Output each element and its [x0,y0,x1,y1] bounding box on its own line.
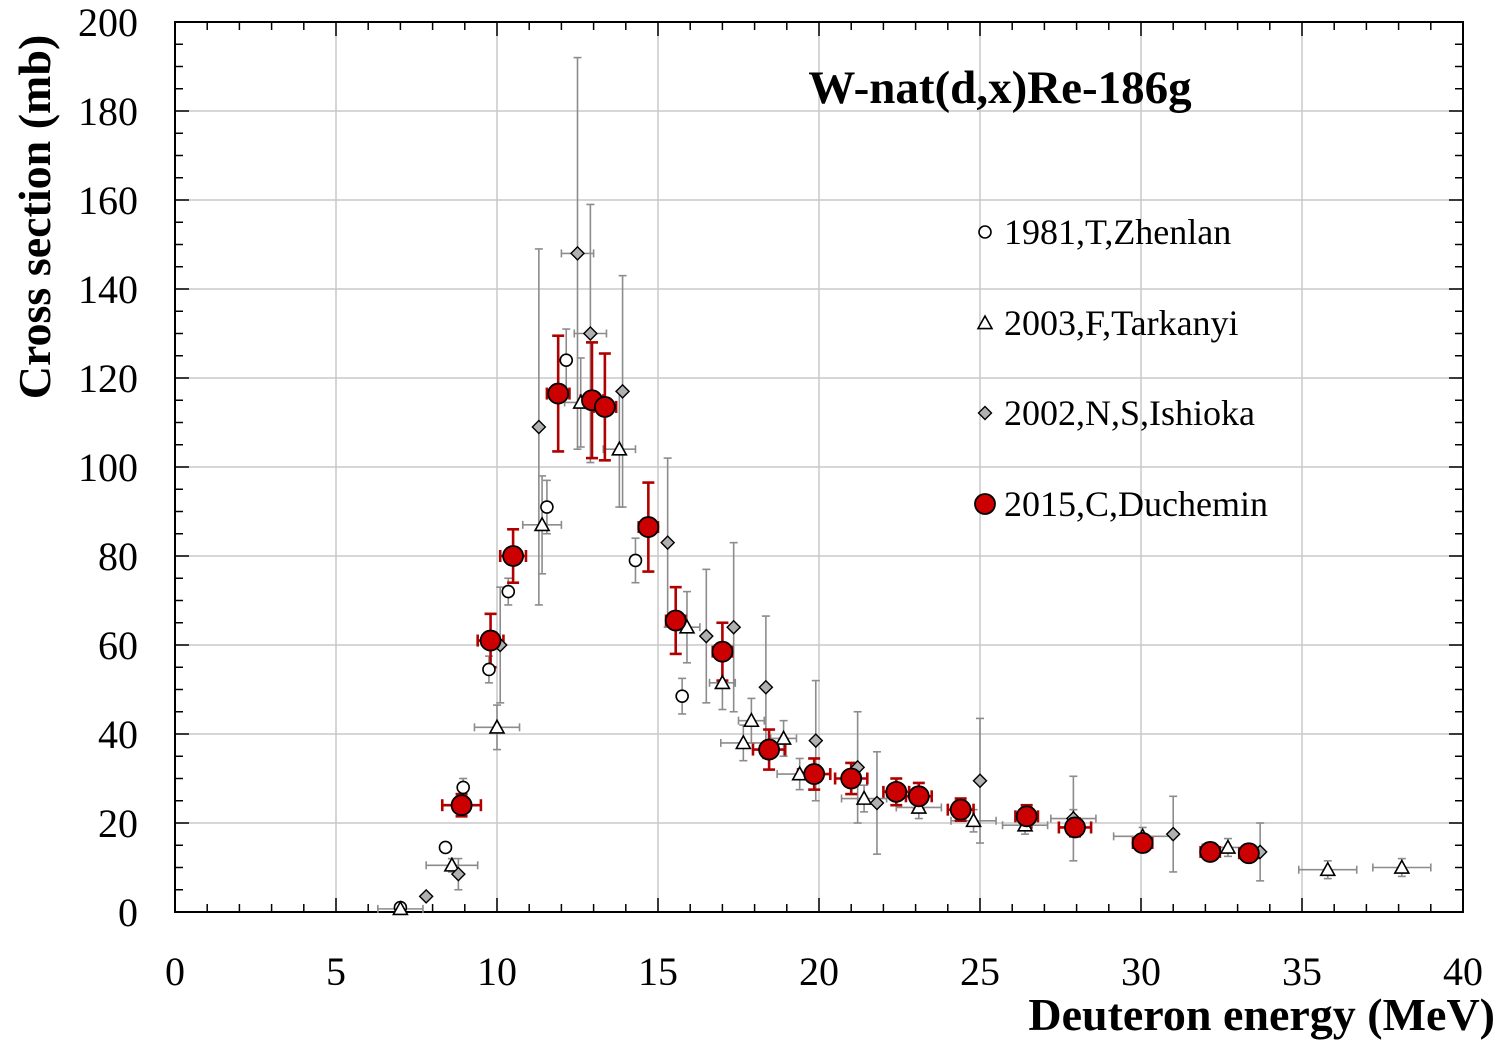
legend-label: 1981,T,Zhenlan [1004,212,1231,252]
data-point-series-3 [1239,843,1259,863]
y-tick-label: 180 [78,89,138,134]
x-axis-label: Deuteron energy (MeV) [1028,989,1495,1040]
data-point-series-3 [1017,806,1037,826]
data-point-series-2 [974,774,987,787]
x-tick-label: 10 [477,949,517,994]
x-tick-label: 35 [1282,949,1322,994]
x-tick-label: 0 [165,949,185,994]
data-point-series-2 [809,734,822,747]
data-point-series-2 [616,385,629,398]
data-point-series-3 [841,769,861,789]
data-point-series-2 [584,327,597,340]
y-tick-label: 200 [78,0,138,45]
legend-marker [975,494,995,514]
y-tick-label: 100 [78,445,138,490]
y-axis-label: Cross section (mb) [9,35,60,400]
data-point-series-3 [503,546,523,566]
data-point-series-0 [629,554,641,566]
legend-marker [979,226,991,238]
data-markers [393,247,1408,915]
data-point-series-3 [548,384,568,404]
data-point-series-3 [638,517,658,537]
x-tick-label: 5 [326,949,346,994]
chart-title: W-nat(d,x)Re-186g [808,62,1192,114]
legend-label: 2015,C,Duchemin [1004,484,1268,524]
data-point-series-2 [700,630,713,643]
x-tick-label: 20 [799,949,839,994]
data-point-series-2 [1167,828,1180,841]
data-point-series-0 [676,690,688,702]
y-tick-label: 140 [78,267,138,312]
data-point-series-3 [1065,817,1085,837]
y-tick-label: 20 [98,801,138,846]
y-tick-label: 60 [98,623,138,668]
data-point-series-3 [951,800,971,820]
data-point-series-0 [541,501,553,513]
data-point-series-3 [452,795,472,815]
data-point-series-3 [481,631,501,651]
data-point-series-3 [1200,842,1220,862]
data-point-series-2 [532,420,545,433]
y-tick-label: 0 [118,890,138,935]
data-point-series-3 [595,397,615,417]
data-point-series-2 [571,247,584,260]
x-tick-label: 40 [1443,949,1483,994]
data-point-series-3 [666,611,686,631]
legend: 1981,T,Zhenlan 2003,F,Tarkanyi 2002,N,S,Is… [975,212,1268,524]
data-point-series-3 [886,782,906,802]
y-tick-label: 80 [98,534,138,579]
y-tick-label: 40 [98,712,138,757]
data-point-series-0 [502,586,514,598]
data-point-series-2 [661,536,674,549]
data-point-series-0 [560,354,572,366]
data-point-series-3 [712,642,732,662]
y-tick-label: 120 [78,356,138,401]
data-point-series-3 [759,740,779,760]
legend-label: 2002,N,S,Ishioka [1004,393,1255,433]
data-point-series-0 [483,663,495,675]
x-tick-label: 25 [960,949,1000,994]
x-tick-label: 15 [638,949,678,994]
data-point-series-0 [457,781,469,793]
x-tick-label: 30 [1121,949,1161,994]
data-point-series-0 [439,841,451,853]
tick-labels: 0 5 10 15 20 25 30 35 40 0 20 40 60 80 100 120 140 160 180… [78,0,1483,994]
data-point-series-2 [727,621,740,634]
data-point-series-3 [1133,833,1153,853]
data-point-series-3 [804,764,824,784]
data-point-series-2 [759,681,772,694]
data-point-series-3 [909,786,929,806]
data-point-series-2 [420,890,433,903]
y-tick-label: 160 [78,178,138,223]
legend-label: 2003,F,Tarkanyi [1004,303,1239,343]
